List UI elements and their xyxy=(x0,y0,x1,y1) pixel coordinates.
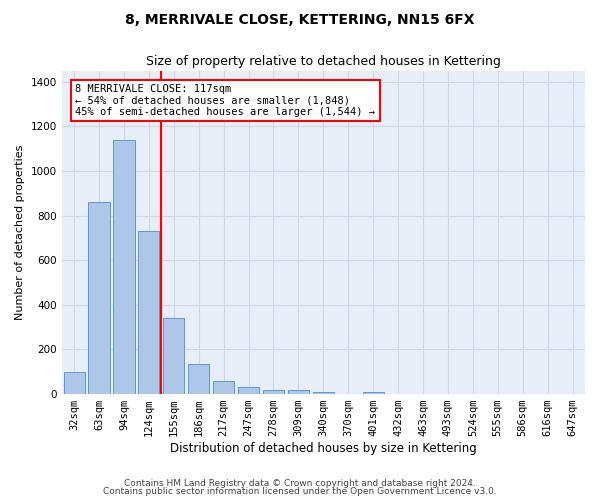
Bar xyxy=(188,364,209,394)
Bar xyxy=(88,202,110,394)
Text: 8, MERRIVALE CLOSE, KETTERING, NN15 6FX: 8, MERRIVALE CLOSE, KETTERING, NN15 6FX xyxy=(125,12,475,26)
Bar xyxy=(238,386,259,394)
Bar xyxy=(362,392,384,394)
Y-axis label: Number of detached properties: Number of detached properties xyxy=(15,144,25,320)
Bar xyxy=(263,390,284,394)
Text: Contains HM Land Registry data © Crown copyright and database right 2024.: Contains HM Land Registry data © Crown c… xyxy=(124,478,476,488)
Title: Size of property relative to detached houses in Kettering: Size of property relative to detached ho… xyxy=(146,55,501,68)
Bar xyxy=(138,231,160,394)
Bar xyxy=(64,372,85,394)
Bar xyxy=(313,392,334,394)
Bar xyxy=(113,140,134,394)
Text: Contains public sector information licensed under the Open Government Licence v3: Contains public sector information licen… xyxy=(103,487,497,496)
X-axis label: Distribution of detached houses by size in Kettering: Distribution of detached houses by size … xyxy=(170,442,477,455)
Text: 8 MERRIVALE CLOSE: 117sqm
← 54% of detached houses are smaller (1,848)
45% of se: 8 MERRIVALE CLOSE: 117sqm ← 54% of detac… xyxy=(76,84,376,117)
Bar xyxy=(163,318,184,394)
Bar xyxy=(288,390,309,394)
Bar xyxy=(213,380,234,394)
